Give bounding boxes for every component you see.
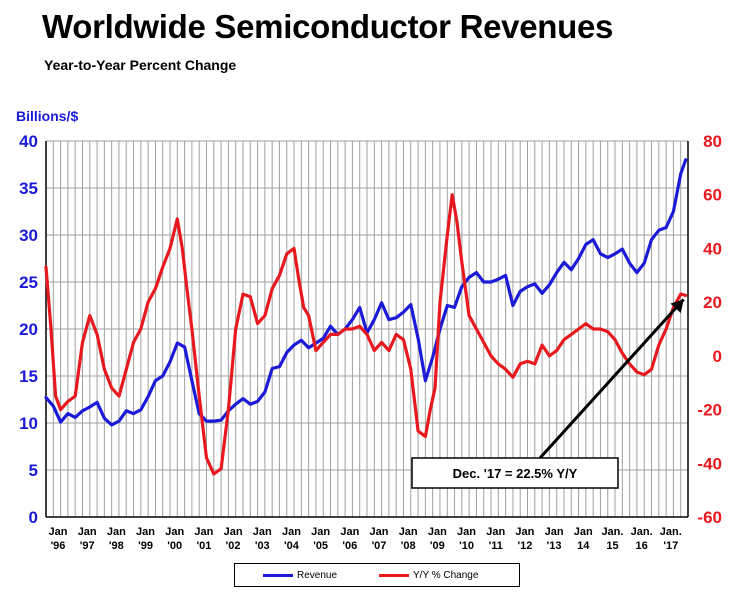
x-tick-label-bottom: '97 bbox=[80, 540, 95, 552]
y-tick-left-label: 20 bbox=[19, 320, 38, 339]
y-tick-left-label: 35 bbox=[19, 179, 38, 198]
y-tick-right-label: 20 bbox=[703, 293, 722, 312]
x-tick-label-bottom: '99 bbox=[138, 540, 153, 552]
x-tick-label-top: Jan. bbox=[601, 526, 623, 538]
x-tick-label-top: Jan bbox=[253, 526, 272, 538]
x-tick-label-top: Jan bbox=[545, 526, 564, 538]
y-tick-left-label: 25 bbox=[19, 273, 38, 292]
x-tick-label-top: Jan bbox=[486, 526, 505, 538]
x-tick-label-bottom: 14 bbox=[577, 540, 590, 552]
x-tick-label-bottom: '01 bbox=[196, 540, 211, 552]
x-axis-ticks: Jan '96 Jan '97 Jan '98 Jan '99 Jan '00 Jan '01 Jan '… bbox=[49, 526, 682, 552]
y-tick-left-label: 10 bbox=[19, 414, 38, 433]
y-tick-right-label: -60 bbox=[697, 508, 722, 527]
x-tick-label-top: Jan bbox=[311, 526, 330, 538]
y-tick-left-label: 30 bbox=[19, 226, 38, 245]
x-tick-label-top: Jan. bbox=[660, 526, 682, 538]
y-tick-right-label: 40 bbox=[703, 239, 722, 258]
x-tick-label-bottom: '12 bbox=[517, 540, 532, 552]
x-tick-label-bottom: '11 bbox=[489, 540, 503, 552]
y-tick-left-label: 15 bbox=[19, 367, 38, 386]
x-tick-label-bottom: '07 bbox=[372, 540, 387, 552]
chart-title: Worldwide Semiconductor Revenues bbox=[42, 8, 614, 45]
x-tick-label-top: Jan bbox=[107, 526, 126, 538]
x-tick-label-top: Jan bbox=[49, 526, 68, 538]
x-tick-label-bottom: '04 bbox=[284, 540, 300, 552]
y-tick-right-label: -40 bbox=[697, 454, 722, 473]
series-lines bbox=[44, 158, 688, 476]
legend-swatch-yy bbox=[379, 573, 409, 577]
legend-label-revenue: Revenue bbox=[297, 569, 338, 581]
x-tick-label-top: Jan bbox=[457, 526, 476, 538]
x-tick-label-bottom: '03 bbox=[255, 540, 270, 552]
x-tick-label-bottom: '13 bbox=[547, 540, 562, 552]
x-tick-label-bottom: '96 bbox=[51, 540, 66, 552]
x-tick-label-bottom: '00 bbox=[167, 540, 182, 552]
x-tick-label-bottom: '05 bbox=[313, 540, 328, 552]
x-tick-label-bottom: '02 bbox=[226, 540, 241, 552]
annotation-arrow-line bbox=[538, 298, 685, 460]
y-tick-left-label: 5 bbox=[29, 461, 38, 480]
x-tick-label-bottom: '09 bbox=[430, 540, 445, 552]
annotation-arrow-head-icon bbox=[670, 299, 684, 314]
chart-subtitle: Year-to-Year Percent Change bbox=[44, 57, 237, 73]
y-tick-right-label: 0 bbox=[713, 347, 722, 366]
y-tick-left-label: 40 bbox=[19, 132, 38, 151]
x-tick-label-top: Jan bbox=[370, 526, 389, 538]
x-tick-label-bottom: '10 bbox=[459, 540, 474, 552]
x-tick-label-top: Jan bbox=[515, 526, 534, 538]
annotation-group: Dec. '17 = 22.5% Y/Y bbox=[411, 298, 685, 489]
x-tick-label-bottom: '17 bbox=[663, 540, 678, 552]
legend-item-yy: Y/Y % Change bbox=[379, 567, 478, 583]
x-tick-label-top: Jan. bbox=[631, 526, 653, 538]
y-tick-right-label: 80 bbox=[703, 132, 722, 151]
x-tick-label-top: Jan bbox=[136, 526, 155, 538]
legend: Revenue Y/Y % Change bbox=[234, 563, 520, 587]
y-tick-right-label: -20 bbox=[697, 401, 722, 420]
y-axis-right-ticks: -60 -40 -20 0 20 40 60 80 bbox=[697, 132, 722, 527]
series-line-yy bbox=[44, 193, 688, 476]
y-axis-left-label: Billions/$ bbox=[16, 108, 79, 124]
legend-swatch-revenue bbox=[263, 573, 293, 577]
x-tick-label-top: Jan bbox=[340, 526, 359, 538]
y-tick-left-label: 0 bbox=[29, 508, 38, 527]
legend-label-yy: Y/Y % Change bbox=[413, 569, 479, 581]
x-tick-label-bottom: '98 bbox=[109, 540, 124, 552]
x-tick-label-top: Jan bbox=[224, 526, 243, 538]
x-tick-label-top: Jan bbox=[165, 526, 184, 538]
x-tick-label-bottom: '06 bbox=[342, 540, 357, 552]
legend-item-revenue: Revenue bbox=[263, 567, 337, 583]
x-tick-label-top: Jan bbox=[574, 526, 593, 538]
x-tick-label-top: Jan bbox=[282, 526, 301, 538]
annotation-box bbox=[411, 457, 619, 489]
x-tick-label-top: Jan bbox=[428, 526, 447, 538]
x-tick-label-top: Jan bbox=[194, 526, 213, 538]
x-tick-label-top: Jan bbox=[78, 526, 97, 538]
x-tick-label-bottom: 16 bbox=[636, 540, 648, 552]
x-tick-label-bottom: '08 bbox=[401, 540, 416, 552]
x-tick-label-bottom: 15 bbox=[606, 540, 618, 552]
x-tick-label-top: Jan bbox=[399, 526, 418, 538]
y-axis-left-ticks: 0 5 10 15 20 25 30 35 40 bbox=[19, 132, 38, 527]
y-tick-right-label: 60 bbox=[703, 186, 722, 205]
annotation-text: Dec. '17 = 22.5% Y/Y bbox=[453, 466, 578, 481]
